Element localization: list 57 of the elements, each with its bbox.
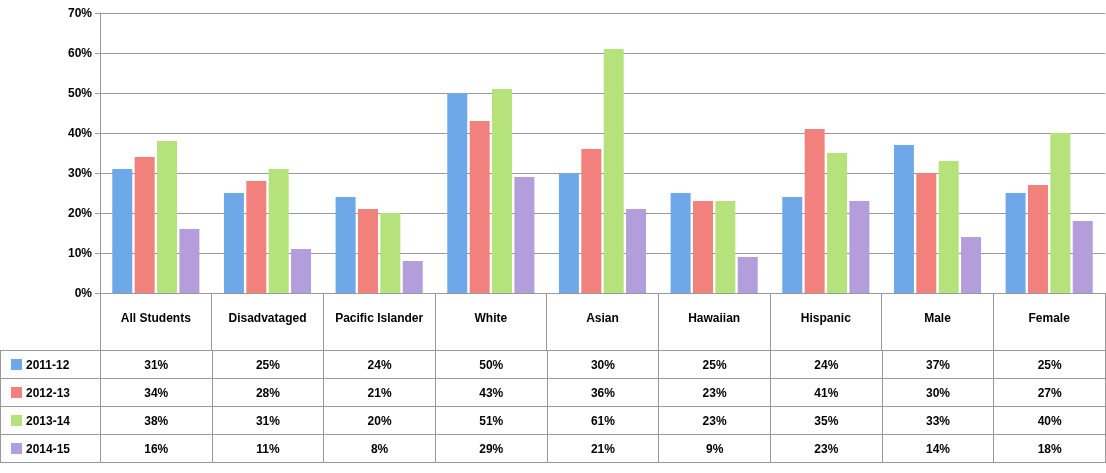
x-tick-label: Disadvataged — [228, 311, 307, 325]
legend-label: 2011-12 — [0, 350, 101, 379]
data-label: 21% — [323, 378, 436, 407]
y-tick-label: 50% — [67, 86, 93, 100]
data-label: 28% — [212, 378, 324, 407]
data-label: 23% — [658, 378, 771, 407]
x-tick-label: Female — [1028, 311, 1071, 325]
data-label: 21% — [547, 434, 659, 463]
y-tick-label: 70% — [67, 6, 93, 20]
data-label: 36% — [547, 378, 659, 407]
data-label: 25% — [993, 350, 1106, 379]
data-label: 30% — [547, 350, 659, 379]
data-label: 14% — [882, 434, 994, 463]
y-tick-label: 10% — [67, 246, 93, 260]
data-label: 61% — [547, 406, 659, 435]
data-label: 24% — [323, 350, 436, 379]
data-label: 24% — [770, 350, 883, 379]
data-label: 31% — [100, 350, 213, 379]
data-label: 8% — [323, 434, 436, 463]
data-label: 51% — [435, 406, 548, 435]
data-label: 23% — [770, 434, 883, 463]
data-label: 50% — [435, 350, 548, 379]
data-label: 37% — [882, 350, 994, 379]
data-label: 38% — [100, 406, 213, 435]
y-tick-label: 40% — [67, 126, 93, 140]
y-tick-label: 60% — [67, 46, 93, 60]
data-label: 16% — [100, 434, 213, 463]
y-tick-label: 30% — [67, 166, 93, 180]
data-label: 20% — [323, 406, 436, 435]
legend-label: 2013-14 — [0, 406, 101, 435]
data-label: 41% — [770, 378, 883, 407]
data-label: 9% — [658, 434, 771, 463]
data-label: 43% — [435, 378, 548, 407]
x-tick-label: Hawaiian — [688, 311, 741, 325]
data-label: 27% — [993, 378, 1106, 407]
x-tick-label: Asian — [586, 311, 619, 325]
data-label: 34% — [100, 378, 213, 407]
data-label: 25% — [658, 350, 771, 379]
y-tick-label: 0% — [74, 286, 93, 300]
x-tick-label: All Students — [120, 311, 192, 325]
data-label: 35% — [770, 406, 883, 435]
data-label: 31% — [212, 406, 324, 435]
data-label: 11% — [212, 434, 324, 463]
data-label: 25% — [212, 350, 324, 379]
legend-label: 2012-13 — [0, 378, 101, 407]
x-tick-label: Male — [924, 311, 952, 325]
data-label: 18% — [993, 434, 1106, 463]
y-tick-label: 20% — [67, 206, 93, 220]
data-label: 40% — [993, 406, 1106, 435]
x-tick-label: White — [474, 311, 508, 325]
data-label: 33% — [882, 406, 994, 435]
data-label: 30% — [882, 378, 994, 407]
x-tick-label: Pacific Islander — [335, 311, 424, 325]
data-label: 23% — [658, 406, 771, 435]
x-tick-label: Hispanic — [800, 311, 852, 325]
legend-label: 2014-15 — [0, 434, 101, 463]
data-label: 29% — [435, 434, 548, 463]
